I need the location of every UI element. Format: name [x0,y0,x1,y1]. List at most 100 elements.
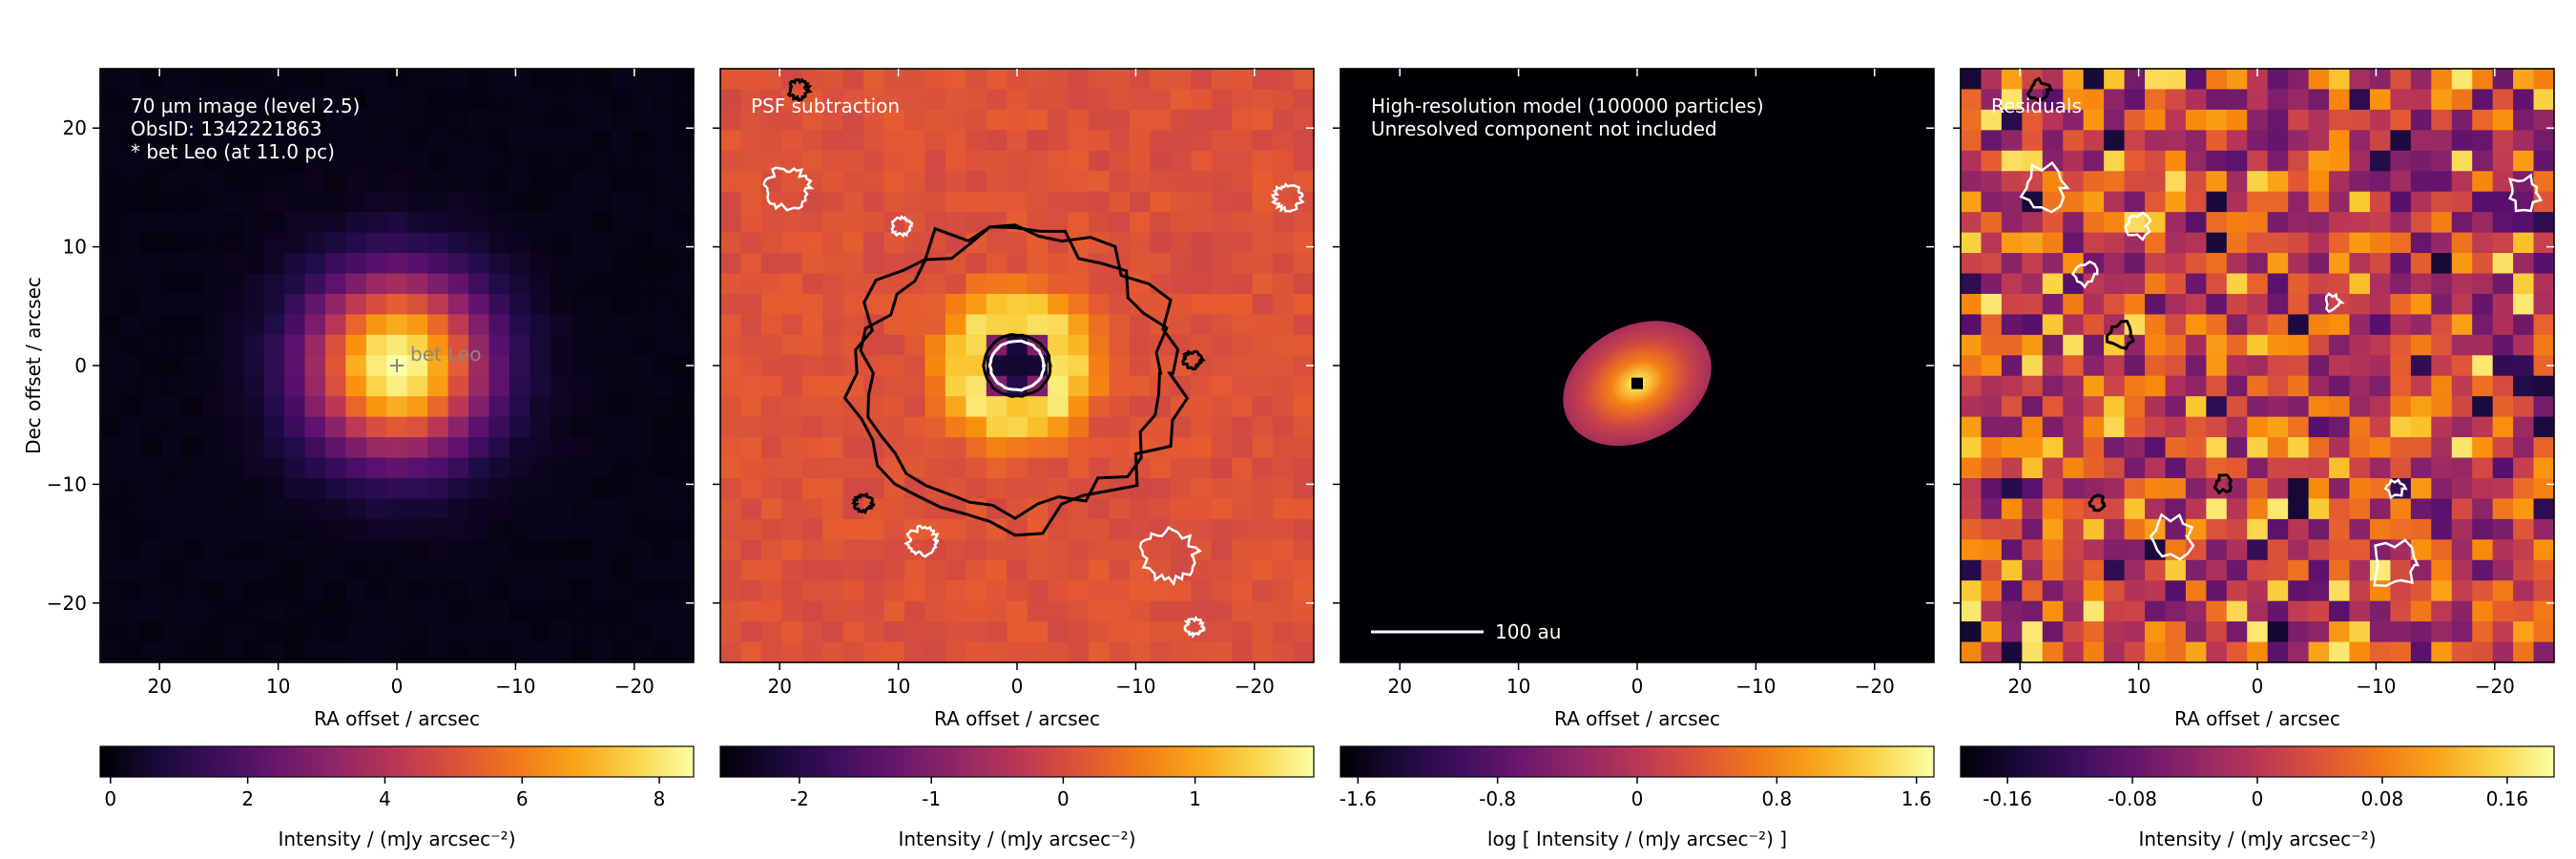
pixel [1109,518,1131,540]
pixel [2001,498,2023,520]
colorbar-tick-label: 0 [2252,787,2264,810]
pixel [427,232,449,254]
pixel [100,212,122,234]
pixel [571,396,592,418]
pixel [1961,89,1983,111]
pixel [1981,293,2003,315]
pixel [2267,69,2289,91]
pixel [924,273,946,295]
pixel [1150,171,1172,193]
pixel [2247,253,2269,275]
pixel [760,539,782,561]
pixel [1007,273,1028,295]
pixel [740,600,762,622]
pixel [406,355,428,377]
pixel [2022,273,2044,295]
pixel [2042,212,2064,234]
pixel [140,641,162,662]
pixel [468,518,490,540]
pixel [1961,334,1983,356]
pixel [591,416,613,438]
pixel [120,539,142,561]
pixel [2369,457,2392,479]
pixel [427,293,449,315]
pixel [1293,621,1314,643]
pixel [488,130,510,152]
pixel [2083,109,2105,131]
pixel [2145,600,2167,622]
pixel [2267,539,2289,561]
pixel [2001,232,2023,254]
pixel [2104,253,2126,275]
pixel [1293,212,1314,234]
pixel [1129,150,1152,172]
pixel [904,191,926,213]
pixel [781,621,803,643]
pixel [1129,212,1152,234]
pixel [1232,293,1254,315]
pixel [263,621,285,643]
pixel [904,232,926,254]
pixel [427,109,449,131]
pixel [1273,600,1295,622]
pixel [2226,130,2248,152]
pixel [2001,477,2023,500]
pixel [120,273,142,295]
pixel [1170,518,1192,540]
pixel [760,477,782,500]
pixel [304,273,326,295]
pixel [781,375,803,397]
pixel [1191,69,1213,91]
pixel [386,437,408,459]
pixel [2206,457,2228,479]
pixel [673,498,694,520]
pixel [243,539,265,561]
pixel [924,580,946,602]
pixel [1150,600,1172,622]
pixel [2267,171,2289,193]
pixel [673,69,694,91]
pixel [263,150,285,172]
pixel [740,518,762,540]
pixel [2001,109,2023,131]
pixel [2492,641,2514,662]
pixel [2165,641,2187,662]
pixel [1068,253,1090,275]
pixel [2145,109,2167,131]
pixel [2288,559,2310,581]
x-tick-label: 0 [391,675,404,698]
pixel [2247,518,2269,540]
pixel [2533,375,2554,397]
pixel [966,253,987,275]
pixel [863,334,885,356]
pixel [2247,130,2269,152]
pixel [883,477,905,500]
pixel [304,498,326,520]
pixel [720,641,742,662]
pixel [1293,437,1314,459]
pixel [2349,641,2371,662]
pixel [2492,334,2514,356]
pixel [1089,212,1111,234]
pixel [2226,314,2248,336]
contour [1138,525,1202,587]
pixel [2206,416,2228,438]
pixel [284,498,306,520]
pixel [2349,171,2371,193]
pixel [140,396,162,418]
pixel [653,539,675,561]
pixel [2083,416,2105,438]
pixel [509,396,531,418]
pixel [801,355,823,377]
pixel [447,621,469,643]
pixel [1129,375,1152,397]
pixel [591,375,613,397]
pixel [842,580,864,602]
pixel [2533,69,2554,91]
pixel [2022,253,2044,275]
pixel [2226,150,2248,172]
pixel [550,314,571,336]
pixel [365,437,387,459]
pixel [1007,109,1028,131]
pixel [2001,89,2023,111]
